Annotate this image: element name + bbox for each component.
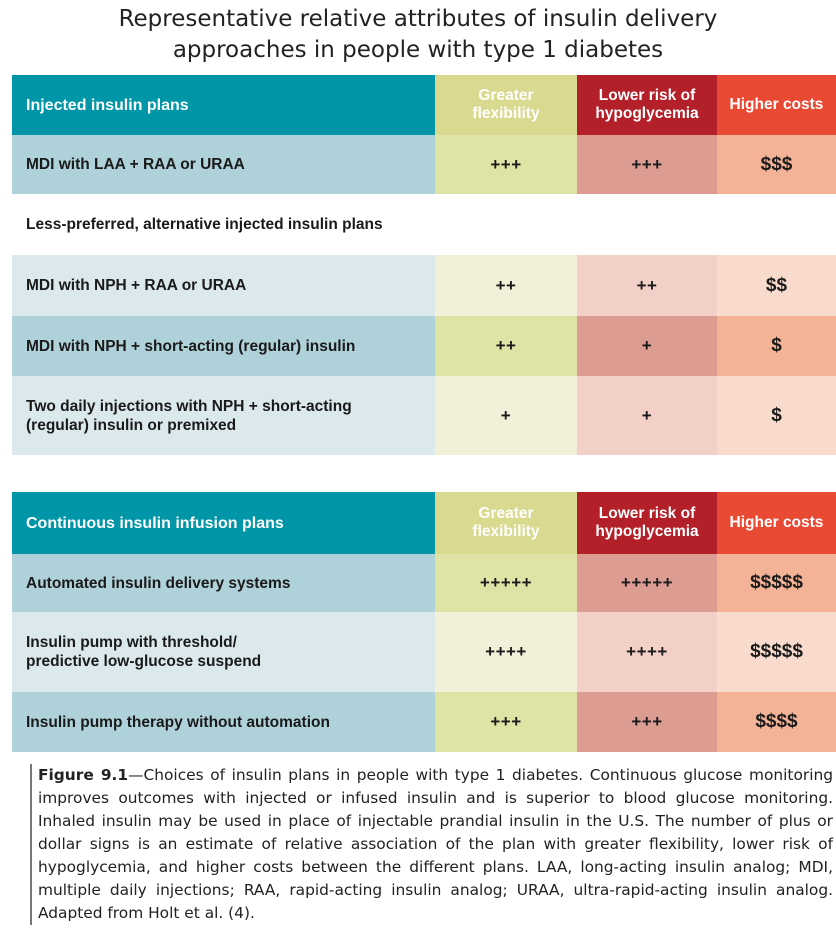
header-hypoglycemia: Lower risk of hypoglycemia [577,492,717,554]
cost-rating: $$$$ [717,692,836,752]
row-label: MDI with LAA + RAA or URAA [12,135,435,194]
cost-rating: $$$$$ [717,612,836,692]
cost-rating: $ [717,376,836,455]
hypoglycemia-rating: ++++ [577,612,717,692]
caption-text: —Choices of insulin plans in people with… [38,766,833,922]
alternative-plans-subheading: Less-preferred, alternative injected ins… [12,194,836,255]
header-costs: Higher costs [717,492,836,554]
header-costs: Higher costs [717,75,836,135]
row-label: Insulin pump with threshold/predictive l… [12,612,435,692]
header-infusion-label: Continuous insulin infusion plans [12,492,435,554]
subheading-row: Less-preferred, alternative injected ins… [12,194,836,255]
table-row: MDI with NPH + short-acting (regular) in… [12,316,836,376]
hypoglycemia-rating: + [577,316,717,376]
table-row: Insulin pump with threshold/predictive l… [12,612,836,692]
row-label: MDI with NPH + short-acting (regular) in… [12,316,435,376]
flexibility-rating: ++ [435,255,577,316]
table-row: Two daily injections with NPH + short-ac… [12,376,836,455]
header-flexibility: Greater flexibility [435,75,577,135]
flexibility-rating: ++ [435,316,577,376]
hypoglycemia-rating: + [577,376,717,455]
header-flexibility: Greater flexibility [435,492,577,554]
table-row: MDI with NPH + RAA or URAA ++ ++ $$ [12,255,836,316]
header-injected-label: Injected insulin plans [12,75,435,135]
cost-rating: $ [717,316,836,376]
row-label: MDI with NPH + RAA or URAA [12,255,435,316]
cost-rating: $$$$$ [717,554,836,612]
flexibility-rating: +++ [435,692,577,752]
row-label: Insulin pump therapy without automation [12,692,435,752]
table-header-row: Continuous insulin infusion plans Greate… [12,492,836,554]
flexibility-rating: + [435,376,577,455]
flexibility-rating: +++++ [435,554,577,612]
flexibility-rating: +++ [435,135,577,194]
injected-insulin-table: Injected insulin plans Greater flexibilit… [12,75,836,455]
flexibility-rating: ++++ [435,612,577,692]
row-label: Automated insulin delivery systems [12,554,435,612]
infusion-insulin-table: Continuous insulin infusion plans Greate… [12,492,836,752]
cost-rating: $$$ [717,135,836,194]
title-line-2: approaches in people with type 1 diabete… [172,37,664,63]
hypoglycemia-rating: +++ [577,692,717,752]
header-hypoglycemia: Lower risk of hypoglycemia [577,75,717,135]
hypoglycemia-rating: +++ [577,135,717,194]
hypoglycemia-rating: +++++ [577,554,717,612]
row-label: Two daily injections with NPH + short-ac… [12,376,435,455]
table-row: Insulin pump therapy without automation … [12,692,836,752]
figure-title: Representative relative attributes of in… [0,4,836,66]
hypoglycemia-rating: ++ [577,255,717,316]
table-header-row: Injected insulin plans Greater flexibilit… [12,75,836,135]
title-line-1: Representative relative attributes of in… [118,6,718,32]
table-row: MDI with LAA + RAA or URAA +++ +++ $$$ [12,135,836,194]
cost-rating: $$ [717,255,836,316]
table-row: Automated insulin delivery systems +++++… [12,554,836,612]
figure-caption: Figure 9.1—Choices of insulin plans in p… [30,764,833,925]
figure-label: Figure 9.1 [38,766,129,784]
